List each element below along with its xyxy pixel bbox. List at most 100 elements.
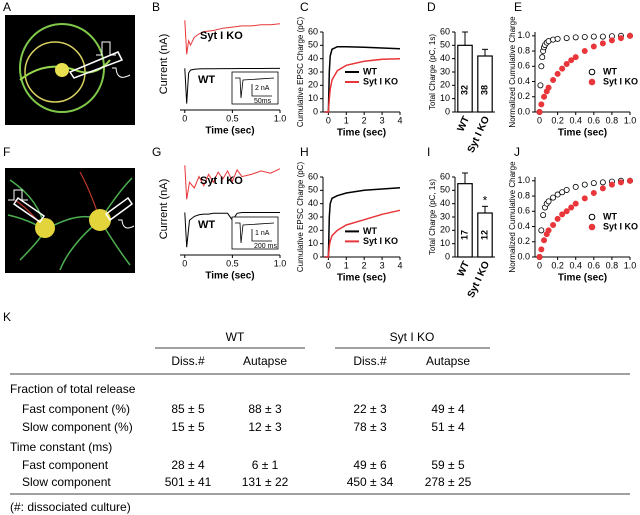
y-tick-label: 50 [308,40,318,50]
scale-label: 200 ms [254,243,277,250]
y-tick-label: 20 [308,225,318,235]
x-tick-label: 0 [326,260,331,270]
x-tick-label: 0.5 [226,258,239,268]
bar [457,44,473,113]
panel-letter: B [152,0,160,14]
y-tick-label: 10 [308,238,318,248]
y-tick-label: 50 [308,185,318,195]
n-label: 12 [479,230,489,240]
point [537,82,544,89]
n-label: 32 [459,85,469,95]
panel-letter: I [427,145,430,159]
y-tick-label: 0.0 [517,251,530,261]
y-tick-label: 60 [440,171,450,181]
x-tick-label: 0 [182,258,187,268]
y-axis-label: Total Charge (pC, 1s) [428,34,437,110]
x-tick-label: 1.0 [274,113,287,123]
row-label: Slow component (%) [22,420,133,434]
point [563,61,570,68]
column-header: Autapse [243,354,287,368]
y-tick-label: 30 [440,211,450,221]
x-tick-label: 0 [326,115,331,125]
x-tick-label: 0 [537,260,542,270]
y-tick-label: 0.2 [517,91,530,101]
x-tick-label: 1 [344,260,349,270]
x-tick-label: 1 [344,115,349,125]
panel-letter: D [427,0,436,14]
legend-label: WT [363,226,377,236]
x-tick-label: 3 [380,260,385,270]
significance: * [483,194,488,208]
point [599,33,606,40]
point [581,33,588,40]
y-tick-label: 30 [308,66,318,76]
x-tick-label: WT [456,115,473,134]
y-tick-label: 60 [440,26,450,36]
y-tick-label: 40 [308,53,318,63]
x-tick-label: 0.6 [588,260,601,270]
x-tick-label: 1.0 [624,115,637,125]
panel-letter: G [152,145,161,159]
y-tick-label: 0.8 [517,190,530,200]
x-tick-label: 0.2 [551,260,564,270]
legend-label: Syt I KO [363,76,398,86]
y-tick-label: 0.0 [517,106,530,116]
legend-label: Syt I KO [363,236,398,246]
row-label: Fast component (%) [22,402,130,416]
point [545,84,552,91]
y-axis-label: Current (nA) [158,179,170,240]
x-tick-label: 0.6 [588,115,601,125]
cell: 501 ± 41 [165,475,212,489]
point [554,215,561,222]
x-tick-label: 0.4 [569,260,582,270]
trace-line [184,165,281,200]
panel-letter: H [300,145,309,159]
x-axis-label: Time (sec) [337,273,386,284]
y-axis-label: Normalized Cumulative Charge [508,161,517,273]
point [536,253,543,260]
y-tick-label: 1.0 [517,30,530,40]
y-tick-label: 0 [313,251,318,261]
trace-line [184,20,281,55]
point [581,48,588,55]
x-tick-label: 2 [362,115,367,125]
x-axis-label: Time (sec) [558,273,607,284]
point [541,237,548,244]
x-axis-label: Time (sec) [337,128,386,139]
x-tick-label: 0.4 [569,115,582,125]
group-header: Syt I KO [390,330,435,344]
cell: 22 ± 3 [353,402,387,416]
legend-label: WT [603,211,617,221]
y-tick-label: 0.4 [517,76,530,86]
cell: 51 ± 4 [431,420,465,434]
series-line [324,57,401,113]
y-tick-label: 0 [445,251,450,261]
point [541,93,548,100]
legend-swatch [588,213,596,221]
y-tick-label: 0.6 [517,61,530,71]
panel-letter: F [3,145,10,159]
column-header: Diss.# [353,354,387,368]
group-header: WT [226,330,245,344]
point [550,77,557,84]
image-a [5,15,135,125]
cell: 49 ± 4 [431,402,465,416]
bar [477,55,493,113]
point [617,179,624,186]
y-tick-label: 40 [440,198,450,208]
y-axis-label: Current (nA) [158,34,170,95]
point [550,221,557,228]
y-tick-label: 0.8 [517,45,530,55]
panel-letter: C [300,0,309,14]
footnote: (#: dissociated culture) [10,500,131,514]
scale-bar [251,229,272,242]
scale-label: 50ms [254,98,272,105]
panel-letter: E [514,0,522,14]
bar [477,212,493,258]
point [590,189,597,196]
cell: 88 ± 3 [248,402,282,416]
panel-letter: K [3,310,11,324]
y-tick-label: 0.2 [517,236,530,246]
point [550,194,557,201]
